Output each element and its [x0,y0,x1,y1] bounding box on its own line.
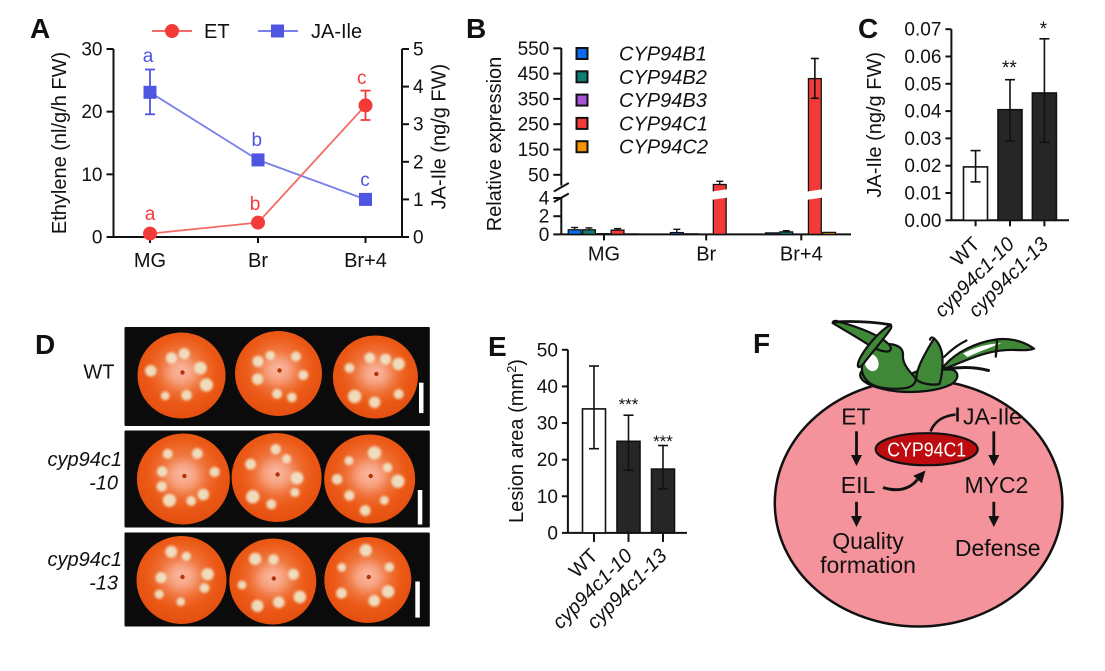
svg-text:b: b [250,194,261,215]
svg-text:Relative expression: Relative expression [484,57,506,232]
svg-text:F: F [753,328,770,359]
svg-text:2: 2 [539,207,550,228]
svg-text:30: 30 [537,414,558,435]
svg-text:MG: MG [588,243,620,265]
svg-text:JA-Ile (ng/g FW): JA-Ile (ng/g FW) [429,64,451,210]
svg-text:CYP94B3: CYP94B3 [619,90,707,112]
svg-text:**: ** [1002,58,1017,79]
svg-text:0.05: 0.05 [904,74,941,95]
svg-text:5: 5 [413,40,424,61]
svg-text:JA-Ile (ng/g FW): JA-Ile (ng/g FW) [864,52,886,198]
svg-text:3: 3 [413,115,424,136]
svg-text:formation: formation [820,552,916,578]
svg-text:-13: -13 [89,573,118,595]
svg-text:1: 1 [413,190,424,211]
svg-text:***: *** [653,432,673,451]
svg-text:Br: Br [696,243,716,265]
svg-text:0.01: 0.01 [904,184,941,205]
svg-text:0: 0 [547,523,558,544]
svg-text:CYP94B2: CYP94B2 [619,67,707,89]
svg-text:c: c [360,170,370,191]
svg-text:cyp94c1: cyp94c1 [48,549,123,571]
svg-text:550: 550 [518,39,550,60]
svg-text:0.06: 0.06 [904,47,941,68]
svg-text:a: a [145,204,156,225]
svg-text:ET: ET [841,404,870,430]
svg-text:JA-Ile: JA-Ile [963,404,1022,430]
svg-text:50: 50 [537,340,558,361]
svg-text:20: 20 [81,102,102,123]
svg-text:b: b [252,130,263,151]
svg-text:10: 10 [537,487,558,508]
svg-text:Ethylene (nl/g/h FW): Ethylene (nl/g/h FW) [49,52,71,234]
svg-text:2: 2 [413,152,424,173]
svg-text:0.00: 0.00 [904,211,941,232]
svg-text:Quality: Quality [832,528,904,554]
svg-text:0: 0 [92,228,103,249]
svg-text:50: 50 [528,165,549,186]
svg-text:A: A [30,13,50,44]
svg-text:CYP94C1: CYP94C1 [887,440,966,462]
svg-text:cyp94c1: cyp94c1 [48,449,123,471]
svg-text:450: 450 [518,64,550,85]
svg-text:a: a [143,46,154,67]
svg-text:CYP94C1: CYP94C1 [619,113,708,135]
svg-text:10: 10 [81,165,102,186]
svg-text:40: 40 [537,377,558,398]
svg-text:0: 0 [413,228,424,249]
svg-text:JA-Ile: JA-Ile [311,21,362,43]
svg-text:WT: WT [83,362,114,384]
svg-text:D: D [35,329,55,360]
svg-text:E: E [488,331,507,362]
svg-text:20: 20 [537,450,558,471]
svg-text:250: 250 [518,115,550,136]
svg-text:EIL: EIL [841,472,876,498]
svg-text:0: 0 [539,225,550,246]
svg-text:4: 4 [413,77,424,98]
svg-text:350: 350 [518,89,550,110]
svg-text:Br: Br [248,250,268,272]
svg-text:30: 30 [81,39,102,60]
svg-text:0.07: 0.07 [904,20,941,41]
svg-text:4: 4 [539,189,550,210]
svg-text:Lesion area (mm2): Lesion area (mm2) [504,359,528,523]
svg-text:150: 150 [518,140,550,161]
svg-text:ET: ET [204,21,230,43]
svg-text:c: c [357,68,367,89]
svg-text:*: * [1040,19,1048,40]
svg-text:C: C [858,13,878,44]
svg-text:0.04: 0.04 [904,102,941,123]
svg-text:0.02: 0.02 [904,156,941,177]
svg-text:Br+4: Br+4 [344,250,387,272]
svg-text:***: *** [619,395,639,414]
svg-text:-10: -10 [89,473,118,495]
svg-text:CYP94C2: CYP94C2 [619,137,708,159]
svg-text:MG: MG [134,250,166,272]
svg-text:CYP94B1: CYP94B1 [619,44,707,66]
svg-text:Br+4: Br+4 [780,243,823,265]
svg-text:Defense: Defense [955,535,1041,561]
svg-text:B: B [466,13,486,44]
svg-text:0.03: 0.03 [904,129,941,150]
svg-text:MYC2: MYC2 [964,472,1028,498]
